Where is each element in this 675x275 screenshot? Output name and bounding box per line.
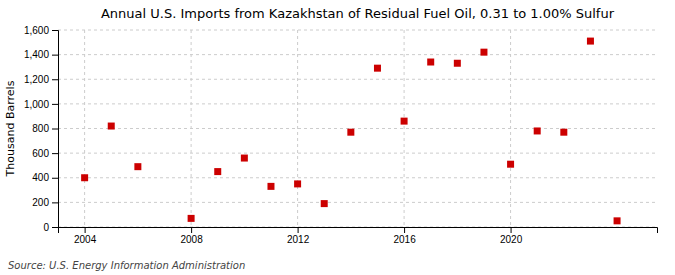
point: [108, 123, 115, 130]
point: [81, 174, 88, 181]
point: [188, 215, 195, 222]
grid-line: [510, 30, 511, 227]
points: [81, 38, 620, 225]
grid-line: [297, 30, 298, 227]
tick: 2016: [393, 227, 416, 245]
tick-mark: [52, 178, 58, 179]
y-axis: 0 200 400 600 800 1,000 1,200 1,400 1,600: [24, 25, 59, 233]
tick-mark: [52, 227, 58, 228]
tick-label: 1,000: [24, 99, 49, 110]
grid-line: [58, 79, 657, 80]
grid-line: [58, 177, 657, 178]
grid-line: [58, 202, 657, 203]
tick: 0: [43, 222, 58, 233]
tick: 800: [32, 123, 58, 134]
tick-mark: [52, 202, 58, 203]
tick-label: 2004: [74, 234, 97, 245]
tick: 1,200: [24, 74, 58, 85]
tick-mark: [52, 153, 58, 154]
tick: 1,600: [24, 25, 58, 36]
axis-line: [52, 31, 59, 228]
grid-line: [58, 153, 657, 154]
tick-label: 1,400: [24, 49, 49, 60]
point: [560, 129, 567, 136]
point: [321, 200, 328, 207]
tick: 1,400: [24, 49, 58, 60]
tick: 1,000: [24, 99, 58, 110]
point: [534, 127, 541, 134]
tick-label: 2012: [287, 234, 310, 245]
chart: 2004 2008 2012 2016 2020 0 200 400 600 800 1,000 1,…: [0, 0, 675, 275]
tick-label: 800: [32, 123, 49, 134]
tick-mark: [85, 227, 86, 233]
tick-mark: [52, 104, 58, 105]
tick: 2004: [74, 227, 97, 245]
tick: 2012: [287, 227, 310, 245]
tick-label: 600: [32, 148, 49, 159]
tick-mark: [52, 79, 58, 80]
tick: 400: [32, 172, 58, 183]
tick-label: 200: [32, 197, 49, 208]
point: [614, 217, 621, 224]
grid-line: [58, 30, 657, 31]
point: [214, 168, 221, 175]
tick: 2020: [500, 227, 523, 245]
tick-mark: [52, 30, 58, 31]
title: Annual U.S. Imports from Kazakhstan of R…: [101, 6, 615, 21]
point: [454, 60, 461, 67]
tick-label: 1,200: [24, 74, 49, 85]
point: [507, 161, 514, 168]
x-axis: 2004 2008 2012 2016 2020: [59, 227, 658, 245]
tick: 600: [32, 148, 58, 159]
tick-mark: [511, 227, 512, 233]
tick-mark: [52, 129, 58, 130]
axis-line: [59, 228, 658, 234]
tick-mark: [191, 227, 192, 233]
grid: [58, 30, 657, 227]
tick-label: 2020: [500, 234, 523, 245]
tick-label: 2016: [393, 234, 416, 245]
point: [294, 180, 301, 187]
tick-mark: [52, 55, 58, 56]
point: [241, 155, 248, 162]
tick-mark: [298, 227, 299, 233]
grid-line: [58, 103, 657, 104]
point: [587, 38, 594, 45]
tick-mark: [404, 227, 405, 233]
grid-line: [191, 30, 192, 227]
tick-label: 0: [43, 222, 49, 233]
point: [401, 118, 408, 125]
tick-label: 400: [32, 172, 49, 183]
tick: 2008: [180, 227, 203, 245]
point: [347, 129, 354, 136]
source: Source: U.S. Energy Information Administ…: [8, 260, 245, 271]
point: [267, 183, 274, 190]
point: [134, 163, 141, 170]
grid-line: [404, 30, 405, 227]
point: [374, 65, 381, 72]
point: [480, 49, 487, 56]
plot: 2004 2008 2012 2016 2020 0 200 400 600 800 1,000 1,…: [24, 25, 658, 245]
y-axis-title: Thousand Barrels: [4, 80, 17, 177]
grid-line: [84, 30, 85, 227]
tick-label: 2008: [180, 234, 203, 245]
tick: 200: [32, 197, 58, 208]
point: [427, 59, 434, 66]
grid-line: [58, 54, 657, 55]
tick-label: 1,600: [24, 25, 49, 36]
